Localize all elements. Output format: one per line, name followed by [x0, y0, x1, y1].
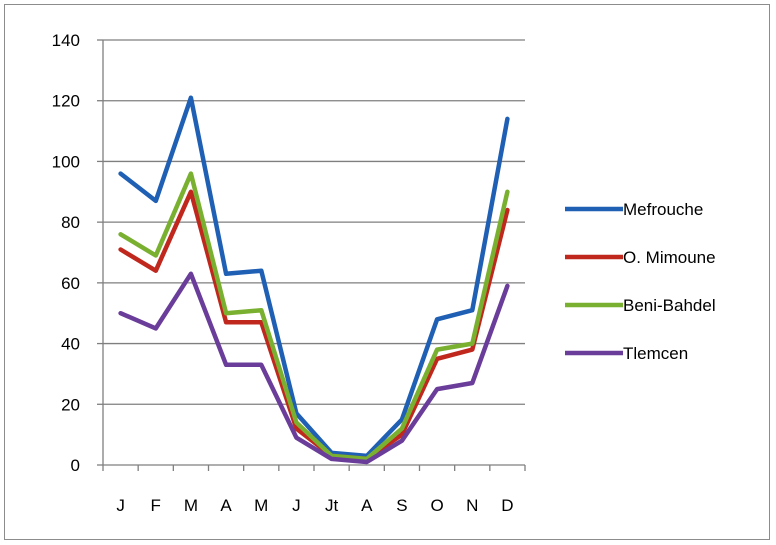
x-tick-label: A: [220, 496, 232, 515]
series-line-tlemcen: [118, 271, 510, 465]
series-lines: [118, 95, 510, 465]
gridlines: [103, 39, 525, 405]
series-line-beni-bahdel: [118, 171, 510, 462]
legend-label: Tlemcen: [623, 344, 688, 363]
x-tick-label: O: [430, 496, 443, 515]
y-tick-label: 80: [61, 213, 80, 232]
series-line-o-mimoune: [118, 189, 510, 462]
x-tick-label: Jt: [325, 496, 339, 515]
x-tick-label: D: [501, 496, 513, 515]
x-tick-label: A: [361, 496, 373, 515]
x-tick-label: M: [184, 496, 198, 515]
y-tick-label: 20: [61, 395, 80, 414]
x-tick-label: S: [396, 496, 407, 515]
x-tick-label: N: [466, 496, 478, 515]
legend: Mefrouche O. Mimoune Beni-Bahdel Tlemcen: [565, 200, 716, 363]
y-tick-label: 120: [52, 92, 80, 111]
y-tick-label: 140: [52, 31, 80, 50]
y-tick-label: 60: [61, 274, 80, 293]
x-tick-label: F: [151, 496, 161, 515]
legend-label: Mefrouche: [623, 200, 703, 219]
y-tick-label: 40: [61, 335, 80, 354]
y-tick-label: 0: [71, 456, 80, 475]
x-tick-label: J: [292, 496, 301, 515]
legend-label: Beni-Bahdel: [623, 296, 716, 315]
series-line-mefrouche: [118, 95, 510, 459]
x-tick-label: J: [116, 496, 125, 515]
legend-label: O. Mimoune: [623, 248, 716, 267]
x-tick-label: M: [254, 496, 268, 515]
axes: 0 20 40 60 80 100 120 140 J F M A M J Jt A S O N D: [52, 31, 526, 515]
y-tick-label: 100: [52, 152, 80, 171]
